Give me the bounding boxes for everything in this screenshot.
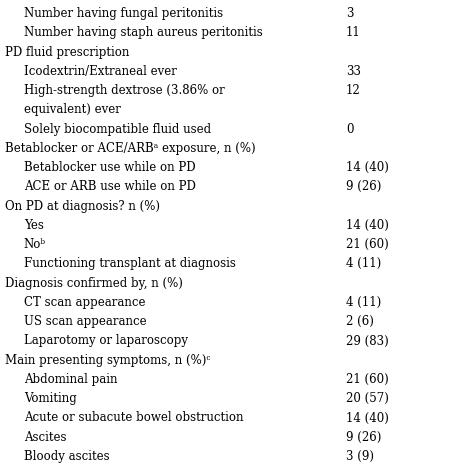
Text: PD fluid prescription: PD fluid prescription — [5, 46, 129, 59]
Text: Yes: Yes — [24, 219, 44, 232]
Text: 9 (26): 9 (26) — [346, 181, 382, 193]
Text: 9 (26): 9 (26) — [346, 431, 382, 444]
Text: Solely biocompatible fluid used: Solely biocompatible fluid used — [24, 123, 211, 136]
Text: 4 (11): 4 (11) — [346, 257, 381, 271]
Text: Icodextrin/Extraneal ever: Icodextrin/Extraneal ever — [24, 65, 177, 78]
Text: On PD at diagnosis? n (%): On PD at diagnosis? n (%) — [5, 200, 160, 213]
Text: Bloody ascites: Bloody ascites — [24, 450, 109, 463]
Text: Vomiting: Vomiting — [24, 392, 76, 405]
Text: Laparotomy or laparoscopy: Laparotomy or laparoscopy — [24, 335, 188, 347]
Text: 4 (11): 4 (11) — [346, 296, 381, 309]
Text: US scan appearance: US scan appearance — [24, 315, 146, 328]
Text: equivalent) ever: equivalent) ever — [24, 103, 120, 117]
Text: 29 (83): 29 (83) — [346, 335, 389, 347]
Text: 20 (57): 20 (57) — [346, 392, 389, 405]
Text: 14 (40): 14 (40) — [346, 219, 389, 232]
Text: Number having fungal peritonitis: Number having fungal peritonitis — [24, 7, 223, 20]
Text: CT scan appearance: CT scan appearance — [24, 296, 145, 309]
Text: ACE or ARB use while on PD: ACE or ARB use while on PD — [24, 181, 196, 193]
Text: 3: 3 — [346, 7, 354, 20]
Text: Acute or subacute bowel obstruction: Acute or subacute bowel obstruction — [24, 411, 243, 425]
Text: 21 (60): 21 (60) — [346, 373, 389, 386]
Text: Betablocker use while on PD: Betablocker use while on PD — [24, 161, 195, 174]
Text: Functioning transplant at diagnosis: Functioning transplant at diagnosis — [24, 257, 236, 271]
Text: High-strength dextrose (3.86% or: High-strength dextrose (3.86% or — [24, 84, 225, 97]
Text: 2 (6): 2 (6) — [346, 315, 374, 328]
Text: Diagnosis confirmed by, n (%): Diagnosis confirmed by, n (%) — [5, 277, 182, 290]
Text: 33: 33 — [346, 65, 361, 78]
Text: Ascites: Ascites — [24, 431, 66, 444]
Text: Noᵇ: Noᵇ — [24, 238, 46, 251]
Text: 14 (40): 14 (40) — [346, 411, 389, 425]
Text: 3 (9): 3 (9) — [346, 450, 374, 463]
Text: 12: 12 — [346, 84, 361, 97]
Text: Main presenting symptoms, n (%)ᶜ: Main presenting symptoms, n (%)ᶜ — [5, 354, 210, 367]
Text: Betablocker or ACE/ARBᵃ exposure, n (%): Betablocker or ACE/ARBᵃ exposure, n (%) — [5, 142, 255, 155]
Text: 0: 0 — [346, 123, 354, 136]
Text: 11: 11 — [346, 27, 361, 39]
Text: Abdominal pain: Abdominal pain — [24, 373, 117, 386]
Text: 21 (60): 21 (60) — [346, 238, 389, 251]
Text: 14 (40): 14 (40) — [346, 161, 389, 174]
Text: Number having staph aureus peritonitis: Number having staph aureus peritonitis — [24, 27, 263, 39]
